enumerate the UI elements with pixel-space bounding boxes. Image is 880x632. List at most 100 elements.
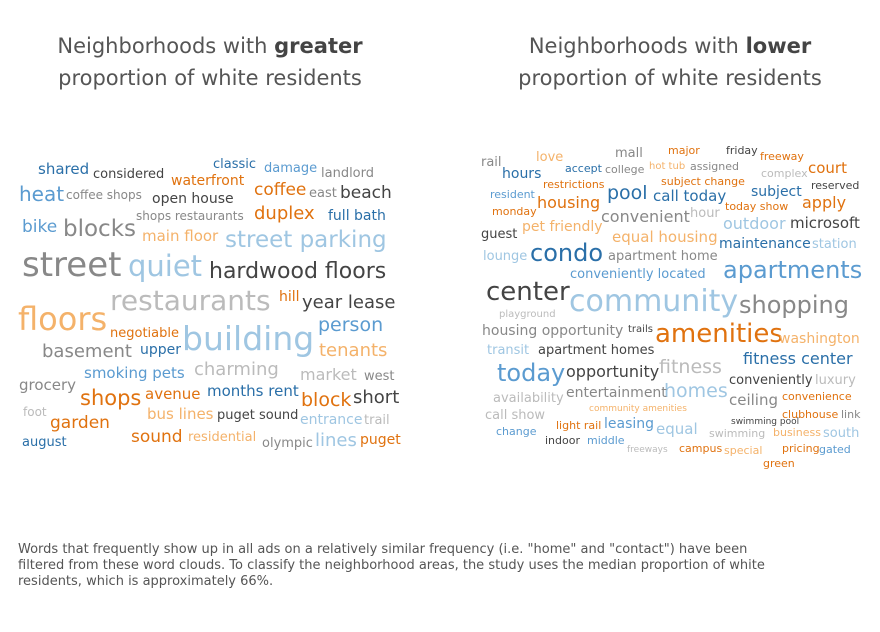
cloud-word: short [353, 387, 399, 408]
cloud-word: rail [481, 155, 502, 170]
cloud-word: condo [530, 239, 603, 267]
panel-title-line2: proportion of white residents [58, 66, 362, 90]
cloud-word: subject [751, 184, 802, 200]
cloud-word: beach [340, 183, 392, 203]
cloud-word: coffee [254, 180, 306, 200]
cloud-word: freeways [627, 445, 668, 455]
cloud-word: shared [38, 160, 89, 178]
cloud-word: college [605, 163, 645, 176]
cloud-word: green [763, 457, 795, 470]
cloud-word: year lease [302, 292, 395, 313]
cloud-word: tenants [319, 340, 387, 361]
cloud-word: basement [42, 341, 132, 362]
cloud-word: trails [628, 324, 653, 335]
cloud-word: building [182, 319, 314, 358]
cloud-word: microsoft [790, 214, 860, 232]
cloud-word: outdoor [723, 214, 786, 233]
cloud-word: resident [490, 188, 536, 201]
cloud-word: upper [140, 342, 181, 358]
cloud-word: assigned [690, 160, 739, 173]
cloud-word: waterfront [171, 173, 245, 189]
cloud-word: conveniently located [570, 267, 706, 282]
cloud-word: change [496, 425, 537, 438]
cloud-word: entertainment [566, 385, 667, 401]
title-prefix: Neighborhoods with [529, 34, 739, 58]
cloud-word: conveniently [729, 373, 813, 388]
cloud-word: pricing [782, 442, 820, 455]
cloud-word: lounge [483, 249, 527, 264]
cloud-word: coffee shops [66, 188, 142, 202]
cloud-word: housing [537, 193, 600, 212]
cloud-word: south [823, 426, 859, 441]
cloud-word: apartments [723, 256, 862, 284]
cloud-word: pool [607, 182, 648, 204]
cloud-word: main floor [142, 227, 219, 245]
title-emphasis: lower [746, 34, 812, 58]
cloud-word: today [497, 359, 565, 387]
cloud-word: avenue [145, 385, 201, 403]
cloud-word: fitness center [743, 349, 853, 368]
cloud-word: block [301, 389, 351, 411]
cloud-word: trail [364, 413, 390, 428]
cloud-word: swimming [709, 427, 765, 440]
cloud-word: housing opportunity [482, 323, 623, 339]
footnote-line: filtered from these word clouds. To clas… [18, 558, 765, 573]
cloud-word: center [486, 277, 570, 307]
cloud-word: landlord [321, 166, 374, 181]
cloud-word: today show [725, 200, 788, 213]
cloud-word: gated [819, 443, 851, 456]
cloud-word: heat [19, 182, 64, 206]
cloud-word: shops [80, 386, 141, 410]
cloud-word: bike [22, 217, 57, 237]
cloud-word: major [668, 144, 700, 157]
cloud-word: restrictions [543, 178, 605, 191]
cloud-word: apartment home [608, 249, 718, 264]
footnote-line: residents, which is approximately 66%. [18, 574, 273, 589]
cloud-word: availability [493, 391, 564, 406]
cloud-word: accept [565, 162, 603, 175]
cloud-word: mall [615, 146, 643, 161]
cloud-word: entrance [300, 412, 363, 428]
cloud-word: guest [481, 227, 517, 242]
cloud-word: apartment homes [538, 343, 655, 358]
cloud-word: negotiable [110, 326, 179, 341]
cloud-word: street [22, 245, 121, 285]
cloud-word: transit [487, 343, 529, 358]
cloud-word: subject change [661, 175, 745, 188]
cloud-word: leasing [604, 416, 654, 432]
cloud-word: months rent [207, 382, 299, 400]
cloud-word: apply [802, 193, 846, 212]
cloud-word: full bath [328, 208, 386, 224]
cloud-word: complex [761, 167, 808, 180]
cloud-word: charming [194, 359, 279, 380]
cloud-word: swimming pool [731, 417, 799, 427]
cloud-word: pet friendly [522, 219, 603, 235]
cloud-word: station [812, 237, 857, 252]
cloud-word: friday [726, 144, 758, 157]
cloud-word: person [318, 314, 383, 336]
cloud-word: community [569, 284, 738, 319]
cloud-word: court [808, 159, 847, 177]
cloud-word: light rail [556, 419, 601, 432]
cloud-word: amenities [655, 319, 783, 349]
cloud-word: business [773, 426, 821, 439]
title-emphasis: greater [274, 34, 363, 58]
cloud-word: call today [653, 187, 726, 205]
cloud-word: hardwood floors [209, 259, 386, 284]
cloud-word: hot tub [649, 161, 685, 172]
cloud-word: indoor [545, 434, 580, 447]
cloud-word: fitness [659, 356, 722, 378]
cloud-word: residential [188, 430, 256, 445]
cloud-word: damage [264, 161, 317, 176]
panel-title: Neighborhoods with greater [57, 34, 363, 58]
cloud-word: call show [485, 408, 545, 423]
cloud-word: convenient [601, 207, 690, 226]
cloud-word: link [841, 408, 861, 421]
word-clouds: shared considered classic damage landlord wat… [18, 144, 862, 470]
cloud-word: playground [499, 309, 556, 320]
cloud-word: equal [656, 420, 698, 438]
cloud-word: love [536, 150, 563, 165]
cloud-word: hours [502, 166, 541, 182]
